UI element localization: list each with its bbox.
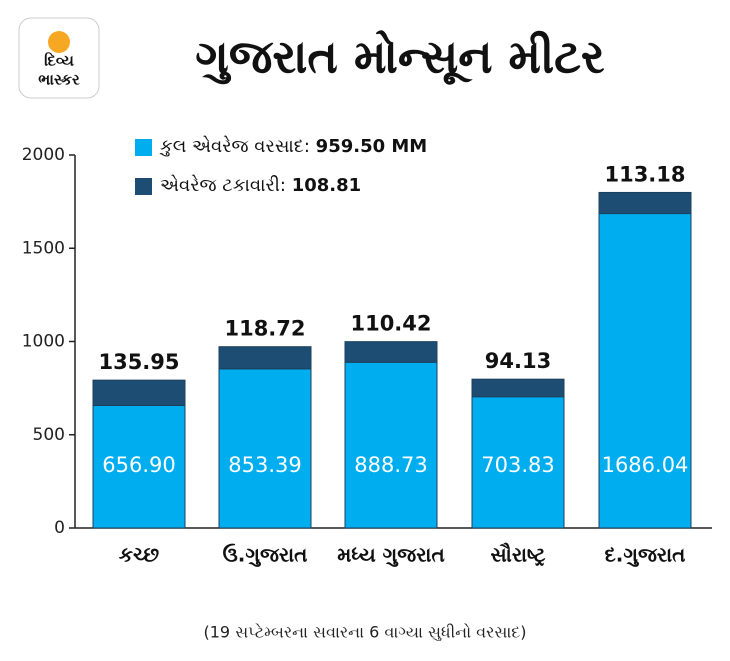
y-tick-label: 2000	[22, 145, 65, 165]
bar-segment	[344, 361, 438, 529]
x-tick-label: સૌરાષ્ટ્ર	[490, 543, 545, 568]
footnote: (19 સપ્ટેમ્બરના સવારના 6 વાગ્યા સુધીનો વ…	[204, 622, 527, 641]
legend-label: કુલ એવરેજ વરસાદ: 959.50 MM	[159, 136, 427, 157]
data-label: 703.83	[481, 453, 554, 477]
legend-name: કુલ એવરેજ વરસાદ:	[159, 136, 310, 157]
data-label: 853.39	[228, 453, 301, 477]
bar-segment	[598, 213, 692, 529]
bar-segment	[598, 191, 692, 215]
data-label: 110.42	[350, 312, 431, 336]
y-tick-label: 1000	[22, 332, 65, 352]
x-tick-label: કચ્છ	[119, 543, 160, 567]
bar-segment	[471, 396, 565, 529]
bar-segment	[218, 368, 312, 529]
logo-text: ભાસ્કર	[38, 71, 80, 89]
data-label: 135.95	[98, 350, 179, 374]
data-label: 94.13	[485, 349, 551, 373]
legend-total: 959.50 MM	[316, 136, 428, 157]
legend-label: એવરેજ ટકાવારી: 108.81	[160, 175, 361, 196]
bar-segment	[92, 379, 186, 406]
x-tick-label: ઉ.ગુજરાત	[223, 543, 308, 567]
data-label: 656.90	[102, 453, 175, 477]
y-tick-label: 500	[33, 425, 65, 445]
y-tick-label: 1500	[22, 238, 65, 258]
data-label: 118.72	[224, 317, 305, 341]
chart-title: ગુજરાત મોન્સૂન મીટર	[195, 30, 605, 85]
logo-text: દિવ્ય	[44, 52, 74, 70]
legend-swatch	[135, 139, 152, 156]
legend-name: એવરેજ ટકાવારી:	[160, 175, 286, 196]
data-label: 113.18	[604, 162, 685, 186]
bar-segment	[218, 346, 312, 370]
bar-segment	[344, 341, 438, 363]
legend-total: 108.81	[292, 175, 361, 196]
data-label: 1686.04	[602, 453, 689, 477]
x-tick-label: મધ્ય ગુજરાત	[337, 543, 444, 567]
y-tick-label: 0	[54, 518, 65, 538]
data-label: 888.73	[354, 453, 427, 477]
legend-swatch	[135, 178, 152, 195]
x-tick-label: દ.ગુજરાત	[605, 543, 686, 567]
logo-sun	[48, 31, 70, 53]
bar-segment	[471, 378, 565, 398]
logo-box	[18, 17, 100, 99]
